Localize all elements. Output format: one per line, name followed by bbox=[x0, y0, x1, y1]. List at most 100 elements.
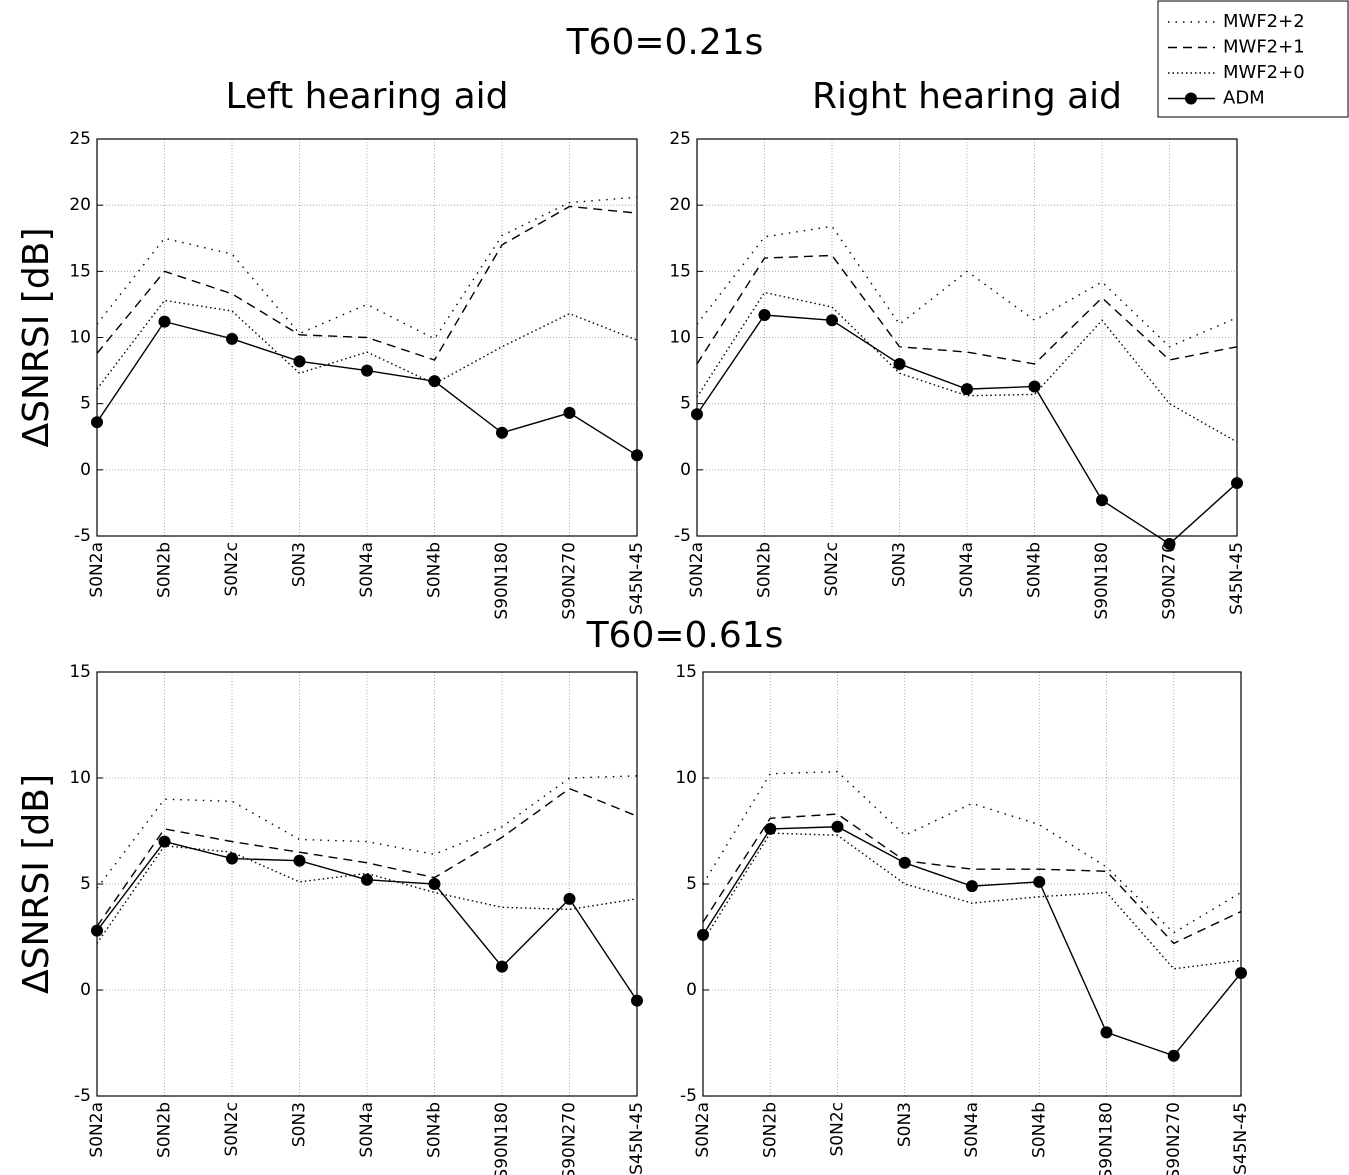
x-tick-label: S45N-45 bbox=[627, 1102, 647, 1175]
legend-label: MWF2+0 bbox=[1223, 62, 1305, 83]
x-tick-label: S0N4b bbox=[425, 542, 445, 598]
y-tick-label: 15 bbox=[669, 261, 691, 281]
figure-title: T60=0.21s bbox=[566, 22, 764, 63]
y-tick-label: 20 bbox=[669, 195, 691, 215]
y-axis-label: ΔSNRSI [dB] bbox=[16, 774, 57, 994]
x-tick-label: S0N2c bbox=[828, 1102, 848, 1157]
series-line bbox=[696, 225, 1238, 348]
legend: MWF2+2 MWF2+1 MWF2+0 ADM bbox=[1168, 11, 1305, 109]
data-point bbox=[563, 406, 576, 419]
x-tick-label: S0N3 bbox=[890, 542, 910, 587]
data-point bbox=[226, 332, 238, 345]
data-point bbox=[496, 960, 508, 973]
x-tick-label: S0N4b bbox=[425, 1102, 445, 1158]
y-tick-label: 5 bbox=[680, 394, 691, 414]
x-tick-label: S0N2a bbox=[87, 1102, 107, 1158]
series-line bbox=[96, 787, 638, 927]
x-tick-label: S0N2c bbox=[222, 542, 242, 597]
plot-frame bbox=[96, 138, 638, 537]
y-tick-label: 0 bbox=[80, 460, 91, 480]
data-point bbox=[158, 835, 171, 848]
x-tick-label: S90N270 bbox=[560, 1102, 580, 1175]
y-tick-label: -5 bbox=[674, 526, 691, 546]
y-tick-label: -5 bbox=[680, 1086, 697, 1106]
x-tick-label: S0N2b bbox=[755, 542, 775, 598]
x-tick-label: S0N4a bbox=[357, 542, 377, 598]
data-point bbox=[361, 364, 373, 377]
data-point bbox=[831, 820, 844, 833]
data-point bbox=[293, 355, 306, 368]
x-tick-label: S0N4a bbox=[357, 1102, 377, 1158]
x-tick-label: S45N-45 bbox=[1227, 542, 1247, 615]
plot-frame bbox=[696, 138, 1238, 537]
x-tick-label: S0N4b bbox=[1025, 542, 1045, 598]
data-point bbox=[966, 880, 978, 893]
y-tick-label: 10 bbox=[69, 768, 91, 788]
x-tick-label: S0N2a bbox=[693, 1102, 713, 1158]
y-tick-label: 0 bbox=[80, 980, 91, 1000]
data-point bbox=[91, 924, 103, 937]
y-tick-label: 10 bbox=[675, 768, 697, 788]
y-tick-label: -5 bbox=[74, 1086, 91, 1106]
series-line bbox=[96, 299, 638, 390]
data-point bbox=[758, 309, 771, 322]
data-point bbox=[1033, 875, 1046, 888]
y-tick-label: 15 bbox=[69, 662, 91, 682]
data-point bbox=[691, 408, 703, 421]
data-point bbox=[563, 892, 576, 905]
x-tick-label: S0N4b bbox=[1029, 1102, 1049, 1158]
y-tick-label: 0 bbox=[686, 980, 697, 1000]
x-tick-label: S45N-45 bbox=[627, 542, 647, 615]
y-tick-label: 25 bbox=[669, 129, 691, 149]
data-point bbox=[893, 357, 906, 370]
y-tick-label: 5 bbox=[686, 874, 697, 894]
y-tick-label: 15 bbox=[675, 662, 697, 682]
x-tick-label: S0N3 bbox=[895, 1102, 915, 1147]
data-point bbox=[1167, 1049, 1180, 1062]
x-tick-label: S90N180 bbox=[1097, 1102, 1117, 1175]
x-tick-label: S90N270 bbox=[1164, 1102, 1184, 1175]
data-point bbox=[226, 852, 238, 865]
legend-marker bbox=[1185, 92, 1197, 105]
data-point bbox=[631, 449, 643, 462]
data-point bbox=[1235, 967, 1247, 980]
data-point bbox=[1096, 494, 1108, 507]
data-point bbox=[1028, 380, 1041, 393]
data-point bbox=[428, 375, 441, 388]
legend-label: ADM bbox=[1223, 88, 1265, 109]
data-point bbox=[293, 854, 306, 867]
data-point bbox=[631, 994, 643, 1007]
data-point bbox=[1100, 1026, 1113, 1039]
data-point bbox=[898, 856, 911, 869]
x-tick-label: S45N-45 bbox=[1231, 1102, 1251, 1175]
series-line bbox=[702, 813, 1242, 945]
x-tick-label: S0N2b bbox=[155, 1102, 175, 1158]
x-tick-label: S0N2c bbox=[222, 1102, 242, 1157]
x-tick-label: S0N2c bbox=[822, 542, 842, 597]
series-line bbox=[96, 205, 638, 361]
y-tick-label: 5 bbox=[80, 874, 91, 894]
subplot-title: Left hearing aid bbox=[225, 76, 508, 117]
data-point bbox=[826, 314, 838, 327]
y-tick-label: 5 bbox=[80, 394, 91, 414]
x-tick-label: S0N2a bbox=[687, 542, 707, 598]
y-tick-label: 25 bbox=[69, 129, 91, 149]
data-point bbox=[361, 873, 373, 886]
x-tick-label: S90N270 bbox=[1160, 542, 1180, 620]
figure-title: T60=0.61s bbox=[586, 615, 784, 656]
x-tick-label: S90N270 bbox=[560, 542, 580, 620]
x-tick-label: S0N3 bbox=[290, 542, 310, 587]
legend-label: MWF2+1 bbox=[1223, 37, 1305, 58]
x-tick-label: S0N4a bbox=[962, 1102, 982, 1158]
x-tick-label: S0N2a bbox=[87, 542, 107, 598]
x-tick-label: S0N4a bbox=[957, 542, 977, 598]
y-tick-label: 15 bbox=[69, 261, 91, 281]
plot-frame bbox=[96, 671, 638, 1097]
x-tick-label: S0N2b bbox=[155, 542, 175, 598]
data-point bbox=[961, 383, 973, 396]
x-tick-label: S0N2b bbox=[760, 1102, 780, 1158]
subplot-title: Right hearing aid bbox=[812, 76, 1122, 117]
y-tick-label: 10 bbox=[69, 328, 91, 348]
legend-label: MWF2+2 bbox=[1223, 11, 1305, 32]
